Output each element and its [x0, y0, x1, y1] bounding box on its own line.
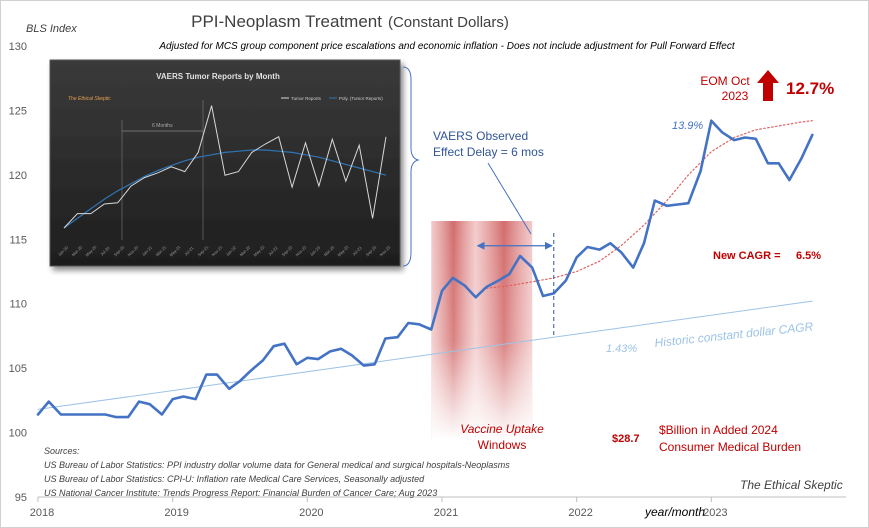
vaers-delay-line-1: VAERS Observed: [433, 129, 528, 143]
y-tick-label: 115: [9, 234, 27, 246]
inset-x-label: Jul-22: [267, 245, 279, 257]
y-tick-label: 110: [9, 299, 27, 311]
source-line: US Bureau of Labor Statistics: CPI-U: In…: [44, 474, 425, 484]
sources-block: Sources: US Bureau of Labor Statistics: …: [44, 446, 510, 498]
inset-chart: [49, 59, 401, 267]
y-tick-label: 125: [9, 105, 27, 117]
burden-line-2: Consumer Medical Burden: [659, 440, 801, 454]
x-axis-label: year/month: [644, 505, 705, 519]
vaccine-uptake-line-1: Vaccine Uptake: [460, 422, 544, 436]
inset-bracket: [402, 66, 420, 267]
eom-label-line-2: 2023: [722, 89, 749, 103]
x-tick-label: 2021: [434, 507, 458, 519]
up-arrow-icon: [757, 70, 779, 101]
chart-subtitle: Adjusted for MCS group component price e…: [158, 41, 736, 52]
burden-value: $28.7: [612, 433, 640, 445]
inset-trend-line: [63, 149, 387, 229]
inset-background: [49, 59, 401, 267]
x-tick-label: 2019: [164, 507, 188, 519]
new-cagr-value: 6.5%: [796, 250, 821, 262]
x-tick-label: 2022: [568, 507, 592, 519]
y-tick-label: 130: [9, 41, 27, 53]
ppi-series-line: [36, 119, 814, 419]
y-tick-label: 105: [9, 363, 27, 375]
x-tick-label: 2023: [703, 507, 727, 519]
vaers-delay-line-2: Effect Delay = 6 mos: [433, 145, 544, 159]
x-tick-label: 2020: [299, 507, 323, 519]
chart-title: PPI-Neoplasm Treatment (Constant Dollars): [191, 12, 509, 31]
inset-months-label: 6 Months: [152, 123, 173, 129]
inset-legend-a: Tumor Reports: [291, 96, 322, 101]
chart-title-suffix: (Constant Dollars): [388, 14, 509, 31]
vaccine-uptake-line-2: Windows: [478, 438, 527, 452]
x-tick-label: 2018: [30, 507, 54, 519]
source-line: US National Cancer Institute: Trends Pro…: [44, 488, 437, 498]
eom-label-line-1: EOM Oct: [700, 74, 750, 88]
peak-pct-label: 13.9%: [672, 120, 703, 132]
historic-cagr-line: [37, 300, 813, 410]
inset-brand: The Ethical Skeptic: [68, 96, 111, 102]
axes: 95 100 105 110 115 120 125 130 2018 2019 2020 2021 2…: [9, 41, 846, 519]
vaccine-uptake-band-fade: [431, 221, 476, 440]
y-axis-label: BLS Index: [26, 23, 77, 35]
series-layer: [36, 119, 814, 419]
inset-tumor-line: [63, 105, 387, 229]
y-tick-label: 100: [9, 428, 27, 440]
inset-x-label: Jul-21: [183, 245, 195, 257]
y-tick-label: 95: [15, 492, 27, 504]
inset-x-label: Jul-20: [99, 245, 111, 257]
y-tick-label: 120: [9, 170, 27, 182]
new-cagr-label: New CAGR =: [713, 250, 781, 262]
vaccine-uptake-band-fade: [475, 221, 533, 440]
sources-heading: Sources:: [44, 446, 80, 456]
inset-x-label: Jul-23: [351, 245, 363, 257]
burden-line-1: $Billion in Added 2024: [659, 423, 778, 437]
inset-title: VAERS Tumor Reports by Month: [156, 72, 280, 81]
vaers-delay-pointer: [487, 162, 532, 235]
vaccine-uptake-bands: [431, 221, 533, 440]
historic-pct-label: 1.43%: [606, 343, 637, 355]
new-cagr-trend-line: [485, 120, 813, 289]
source-line: US Bureau of Labor Statistics: PPI indus…: [44, 460, 510, 470]
eom-pct-label: 12.7%: [786, 79, 834, 98]
inset-legend-b: Poly. (Tumor Reports): [339, 96, 383, 101]
brand-signature: The Ethical Skeptic: [740, 478, 843, 492]
